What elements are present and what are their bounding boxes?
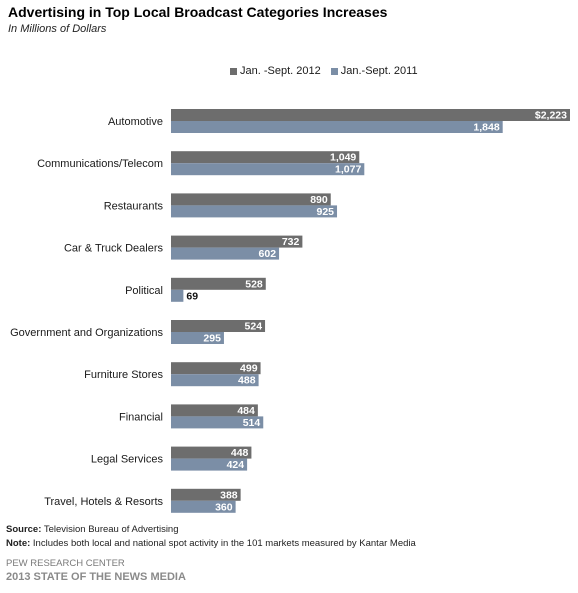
- bar-2012: [171, 151, 360, 164]
- bar-2012: [171, 320, 266, 332]
- note-text: Includes both local and national spot ac…: [30, 538, 416, 549]
- bar-2012: [171, 446, 252, 459]
- category-label: Restaurants: [104, 200, 164, 212]
- category-label: Legal Services: [91, 454, 164, 466]
- source-line: Source: Television Bureau of Advertising: [6, 524, 179, 535]
- note-line: Note: Includes both local and national s…: [6, 538, 416, 549]
- data-label: 448: [231, 447, 249, 459]
- bar-2011: [171, 500, 236, 513]
- legend-swatch-2012: [230, 67, 237, 75]
- category-label: Travel, Hotels & Resorts: [44, 496, 163, 508]
- category-label: Communications/Telecom: [37, 158, 163, 170]
- bar-2011: [171, 289, 184, 302]
- legend-swatch-2011: [330, 67, 338, 75]
- legend-item-2011: Jan.-Sept. 2011: [330, 65, 418, 77]
- data-label: 360: [215, 501, 233, 513]
- bar-2011: [171, 121, 503, 133]
- bar-2011: [171, 416, 264, 429]
- data-label: 1,049: [330, 152, 356, 164]
- source-text: Television Bureau of Advertising: [41, 524, 179, 535]
- data-label: 514: [243, 417, 261, 429]
- data-label: 388: [220, 489, 238, 501]
- bar-2012: [171, 404, 258, 417]
- bar-2012: [171, 193, 331, 206]
- legend-item-2012: Jan. -Sept. 2012: [230, 65, 321, 77]
- bar-2011: [171, 332, 224, 344]
- category-label: Automotive: [108, 116, 163, 128]
- data-label: 1,077: [335, 164, 361, 176]
- data-label: 488: [238, 375, 256, 387]
- legend-label-2012: Jan. -Sept. 2012: [240, 65, 321, 77]
- data-label: $2,223: [535, 110, 567, 122]
- data-label: 524: [245, 321, 263, 333]
- data-label: 484: [237, 405, 255, 417]
- data-label: 1,848: [473, 122, 499, 134]
- bar-2011: [171, 458, 248, 471]
- data-label: 602: [259, 248, 277, 260]
- bar-2011: [171, 163, 365, 176]
- data-label: 499: [240, 363, 258, 375]
- data-label: 424: [227, 459, 245, 471]
- data-label: 69: [186, 290, 198, 302]
- bar-2012: [171, 277, 266, 290]
- category-label: Political: [125, 285, 163, 297]
- credit-report: 2013 STATE OF THE NEWS MEDIA: [6, 571, 186, 583]
- bar-2012: [171, 235, 303, 248]
- data-label: 732: [282, 236, 300, 248]
- bar-2011: [171, 374, 259, 387]
- bar-2011: [171, 205, 338, 218]
- bar-2011: [171, 247, 280, 260]
- data-label: 890: [310, 194, 328, 206]
- legend-label-2011: Jan.-Sept. 2011: [340, 65, 418, 77]
- chart-title: Advertising in Top Local Broadcast Categ…: [8, 4, 388, 20]
- category-label: Financial: [119, 411, 163, 423]
- credit-organization: PEW RESEARCH CENTER: [6, 558, 125, 569]
- bar-2012: [171, 488, 241, 501]
- data-label: 528: [245, 278, 263, 290]
- note-label: Note:: [6, 538, 31, 549]
- category-label: Government and Organizations: [10, 327, 163, 339]
- data-label: 295: [203, 333, 221, 345]
- data-label: 925: [316, 206, 334, 218]
- legend: Jan. -Sept. 2012 Jan.-Sept. 2011: [230, 65, 418, 77]
- source-label: Source:: [6, 524, 42, 535]
- bar-chart: Automotive $2,223 1,848 Communications/Tele…: [10, 109, 570, 513]
- chart-subtitle: In Millions of Dollars: [8, 23, 107, 35]
- bar-2012: [171, 109, 570, 121]
- category-label: Furniture Stores: [84, 369, 163, 381]
- bar-2012: [171, 362, 261, 375]
- category-label: Car & Truck Dealers: [64, 243, 164, 255]
